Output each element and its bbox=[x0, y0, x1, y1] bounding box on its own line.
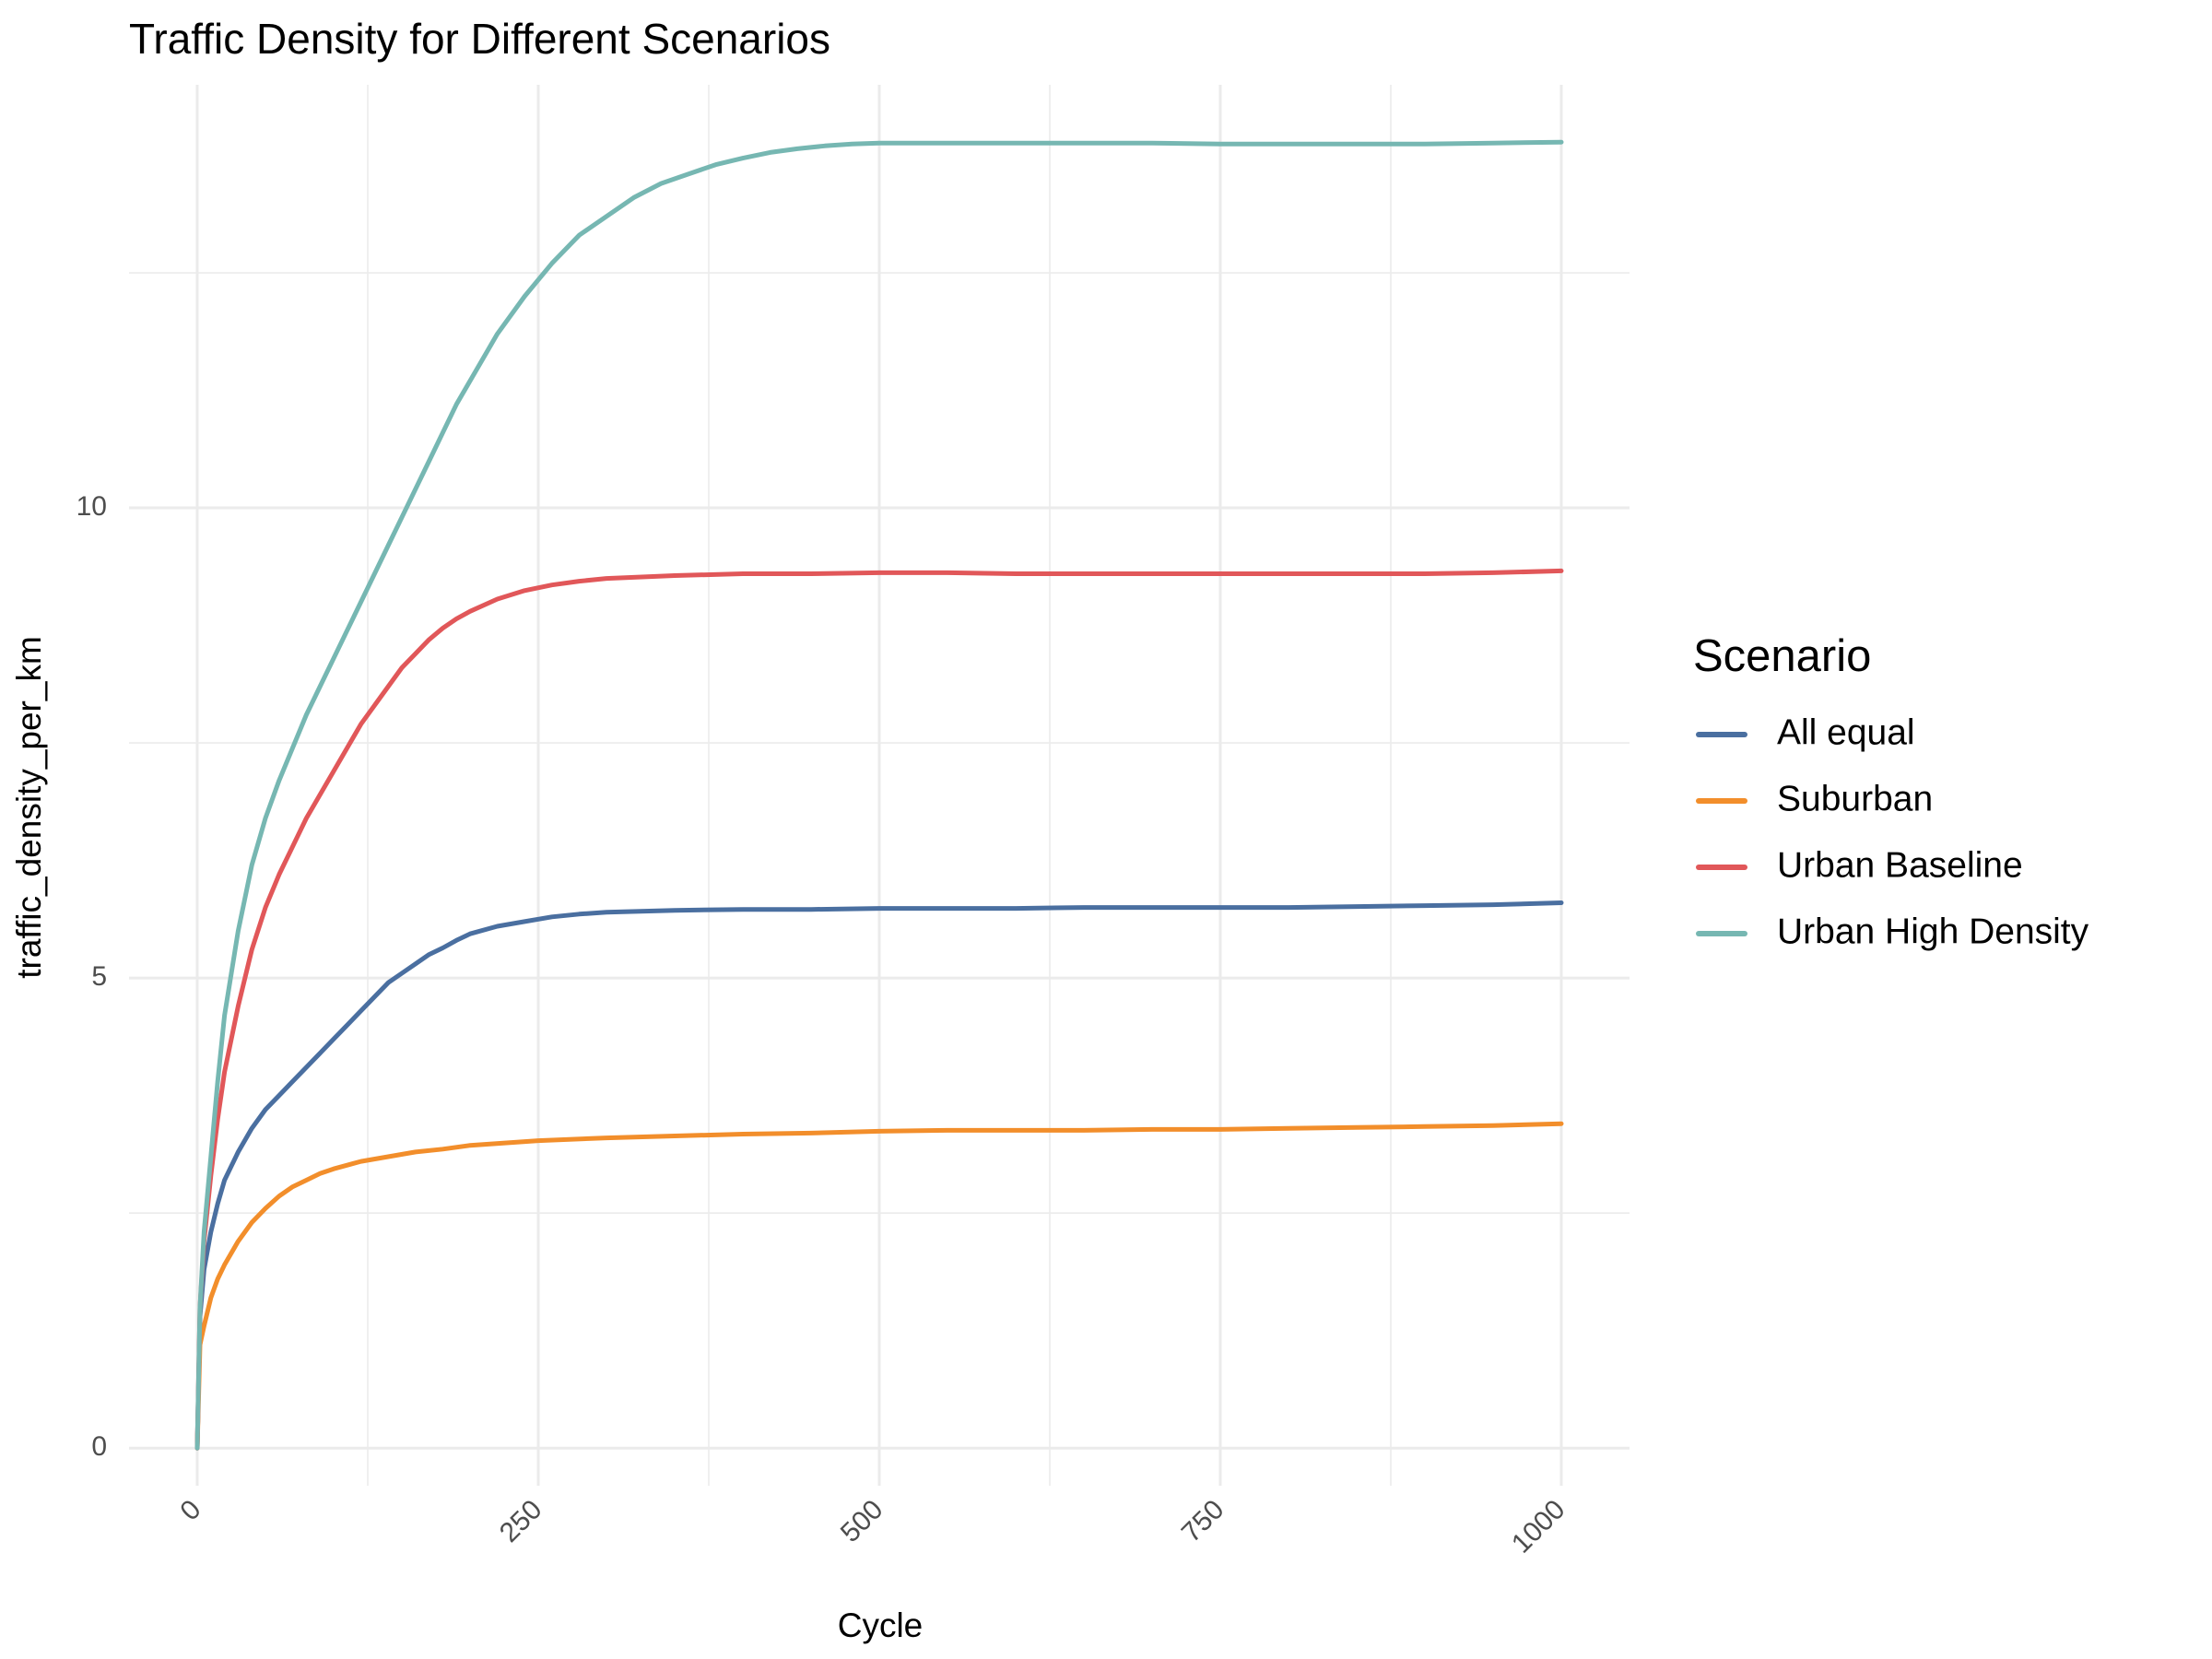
y-tick-label-0: 0 bbox=[91, 1431, 107, 1462]
x-axis-tick-labels: 0 250 500 750 1000 bbox=[174, 1494, 1571, 1559]
y-axis-title: traffic_density_per_km bbox=[10, 636, 48, 979]
series-line-suburban bbox=[194, 1121, 1564, 1451]
series-line-urban-baseline bbox=[194, 568, 1564, 1451]
chart-title: Traffic Density for Different Scenarios bbox=[129, 15, 830, 63]
x-tick-label-1: 250 bbox=[494, 1494, 548, 1548]
legend-label-suburban: Suburban bbox=[1777, 779, 1933, 818]
series-line-urban-high-density bbox=[194, 139, 1564, 1451]
legend-label-all-equal: All equal bbox=[1777, 712, 1915, 752]
x-tick-label-0: 0 bbox=[174, 1494, 206, 1526]
y-tick-label-1: 5 bbox=[91, 961, 107, 992]
y-tick-label-2: 10 bbox=[76, 491, 107, 522]
x-tick-label-3: 750 bbox=[1176, 1494, 1230, 1548]
major-gridlines bbox=[129, 85, 1630, 1486]
x-tick-label-4: 1000 bbox=[1506, 1494, 1571, 1559]
x-axis-title: Cycle bbox=[838, 1606, 924, 1644]
legend-label-urban-high-density: Urban High Density bbox=[1777, 912, 2089, 951]
series-lines bbox=[194, 139, 1564, 1451]
legend: Scenario All equal Suburban Urban Baseline… bbox=[1693, 631, 2089, 951]
legend-items: All equal Suburban Urban Baseline Urban Hig… bbox=[1696, 712, 2089, 951]
y-axis-tick-labels: 0 5 10 bbox=[76, 491, 107, 1462]
x-tick-label-2: 500 bbox=[835, 1494, 889, 1548]
legend-title: Scenario bbox=[1693, 631, 1871, 681]
legend-label-urban-baseline: Urban Baseline bbox=[1777, 845, 2023, 885]
series-line-all-equal bbox=[194, 900, 1564, 1451]
